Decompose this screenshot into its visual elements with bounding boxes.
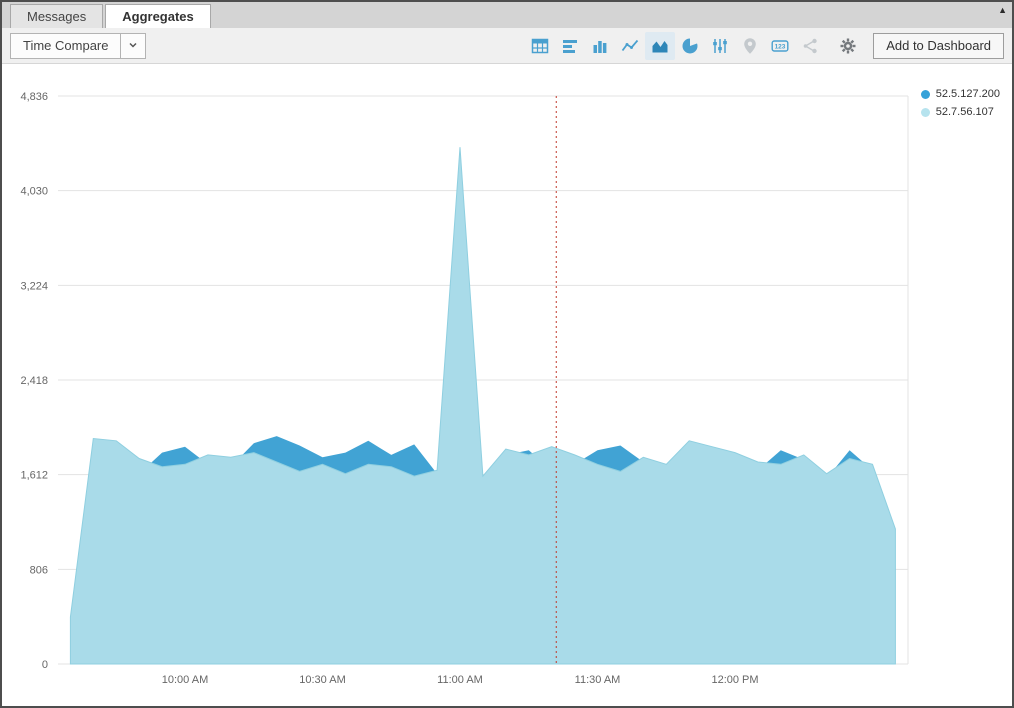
tab-messages[interactable]: Messages (10, 4, 104, 28)
svg-text:1,612: 1,612 (20, 470, 48, 482)
svg-text:4,836: 4,836 (20, 91, 48, 103)
svg-text:123: 123 (775, 43, 786, 50)
svg-text:10:00 AM: 10:00 AM (162, 674, 208, 686)
gear-icon[interactable] (833, 32, 863, 60)
chart-type-icon-bar: 123 (525, 31, 863, 60)
legend-swatch-icon (920, 107, 930, 117)
chart-toolbar: Time Compare (2, 28, 1012, 64)
pie-chart-icon[interactable] (675, 32, 705, 60)
chart-area: 4,836 4,030 3,224 2,418 1,612 806 0 10:00 AM 10:… (2, 64, 1012, 706)
legend-label: 52.7.56.107 (935, 106, 994, 118)
svg-text:12:00 PM: 12:00 PM (711, 674, 758, 686)
time-compare-button[interactable]: Time Compare (10, 32, 121, 59)
add-to-dashboard-button[interactable]: Add to Dashboard (873, 32, 1004, 59)
time-compare-dropdown-button[interactable] (120, 32, 147, 59)
svg-text:10:30 AM: 10:30 AM (299, 674, 345, 686)
svg-text:11:00 AM: 11:00 AM (437, 674, 483, 686)
numeric-123-icon[interactable]: 123 (765, 32, 795, 60)
svg-text:0: 0 (42, 659, 48, 671)
tab-aggregates[interactable]: Aggregates (105, 4, 211, 28)
table-icon[interactable] (525, 32, 555, 60)
svg-text:3,224: 3,224 (20, 280, 48, 292)
svg-text:2,418: 2,418 (20, 375, 48, 387)
node-link-icon[interactable] (795, 32, 825, 60)
area-chart-icon[interactable] (645, 31, 676, 60)
results-tab-bar: Messages Aggregates ▲ (2, 2, 1012, 28)
legend-label: 52.5.127.200 (935, 88, 1000, 100)
bar-chart-icon[interactable] (555, 32, 585, 60)
legend-item[interactable]: 52.7.56.107 (920, 106, 1000, 118)
chart-legend: 52.5.127.200 52.7.56.107 (920, 88, 1000, 124)
svg-text:4,030: 4,030 (20, 186, 48, 198)
legend-swatch-icon (920, 89, 930, 99)
sliders-icon[interactable] (705, 32, 735, 60)
time-compare-split-button: Time Compare (10, 32, 147, 59)
chevron-down-icon (128, 38, 138, 53)
scroll-up-arrow-icon[interactable]: ▲ (998, 5, 1007, 15)
svg-text:11:30 AM: 11:30 AM (575, 674, 621, 686)
aggregates-area-chart[interactable]: 4,836 4,030 3,224 2,418 1,612 806 0 10:00 AM 10:… (2, 64, 1012, 706)
legend-item[interactable]: 52.5.127.200 (920, 88, 1000, 100)
column-chart-icon[interactable] (585, 32, 615, 60)
svg-text:806: 806 (30, 564, 48, 576)
map-pin-icon[interactable] (735, 32, 765, 60)
line-chart-icon[interactable] (615, 32, 645, 60)
